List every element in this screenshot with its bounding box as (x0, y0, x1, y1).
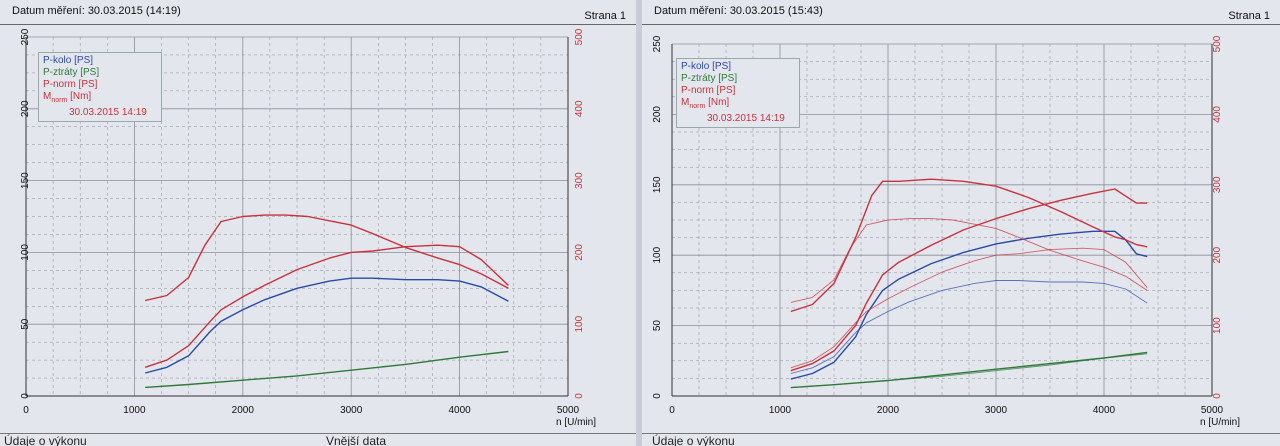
date-label: Datum měření: (12, 5, 85, 17)
x-tick-label: 0 (669, 405, 675, 416)
y-tick-label-left: 50 (20, 318, 31, 330)
dyno-sheet-left: Datum měření: 30.03.2015 (14:19) Strana … (0, 0, 636, 446)
x-axis-label: n [U/min] (556, 417, 596, 428)
legend-m-norm-sub: norm (689, 103, 706, 110)
legend-m-norm-unit: [Nm] (67, 91, 92, 102)
y-tick-label-left: 150 (20, 172, 31, 189)
y-tick-label-left: 250 (20, 28, 31, 45)
y-tick-label-left: 100 (652, 246, 663, 263)
legend-m-norm-unit: [Nm] (705, 97, 730, 108)
legend-p-ztraty: P-ztráty [PS] (681, 73, 738, 84)
legend-p-norm: P-norm [PS] (681, 85, 736, 96)
y-tick-label-right: 500 (574, 28, 585, 45)
y-tick-label-left: 100 (20, 244, 31, 261)
chart-legend: P-kolo [PS] P-ztráty [PS] P-norm [PS] Mn… (676, 58, 800, 128)
footer-mid: Vnější data (326, 434, 387, 446)
x-tick-label: 3000 (340, 405, 363, 416)
y-tick-label-left: 0 (652, 393, 663, 399)
page-number: Strana 1 (1228, 10, 1270, 22)
x-tick-label: 0 (23, 405, 29, 416)
legend-m-norm-main: M (43, 91, 52, 102)
sheet-footer: Údaje o výkonu Vnější data (0, 433, 636, 446)
y-tick-label-left: 200 (652, 106, 663, 123)
measurement-date: Datum měření: 30.03.2015 (14:19) (12, 5, 181, 17)
series-line (145, 350, 509, 389)
y-tick-label-left: 250 (652, 35, 663, 52)
date-label: Datum měření: (654, 5, 727, 17)
series-line (145, 277, 509, 374)
legend-p-kolo: P-kolo [PS] (43, 55, 94, 66)
series-line (790, 247, 1148, 369)
y-tick-label-right: 400 (1212, 106, 1223, 123)
dyno-sheet-right: Datum měření: 30.03.2015 (15:43) Strana … (642, 0, 1280, 446)
x-tick-label: 4000 (448, 405, 471, 416)
x-axis-label: n [U/min] (1200, 417, 1240, 428)
sheet-header: Datum měření: 30.03.2015 (14:19) Strana … (0, 0, 636, 25)
y-tick-label-right: 0 (574, 393, 585, 399)
y-tick-label-right: 100 (574, 315, 585, 332)
date-value: 30.03.2015 (15:43) (729, 5, 823, 17)
sheet-footer: Údaje o výkonu (642, 433, 1280, 446)
y-tick-label-left: 0 (20, 393, 31, 399)
chart-legend: P-kolo [PS] P-ztráty [PS] P-norm [PS] Mn… (38, 52, 162, 122)
legend-date: 30.03.2015 14:19 (707, 113, 785, 124)
legend-date: 30.03.2015 14:19 (69, 107, 147, 118)
series-line (144, 244, 509, 368)
y-tick-label-left: 50 (652, 320, 663, 332)
y-tick-label-right: 100 (1212, 317, 1223, 334)
y-tick-label-right: 0 (1212, 393, 1223, 399)
sheet-header: Datum měření: 30.03.2015 (15:43) Strana … (642, 0, 1280, 25)
series-line (790, 280, 1148, 374)
legend-m-norm: Mnorm [Nm] (681, 97, 795, 113)
y-tick-label-right: 200 (1212, 246, 1223, 263)
x-tick-label: 2000 (877, 405, 900, 416)
x-tick-label: 2000 (232, 405, 255, 416)
y-tick-label-right: 500 (1212, 35, 1223, 52)
y-tick-label-left: 150 (652, 176, 663, 193)
series-line (145, 214, 509, 302)
x-tick-label: 5000 (1201, 405, 1224, 416)
y-tick-label-right: 300 (574, 172, 585, 189)
y-tick-label-right: 200 (574, 244, 585, 261)
footer-left: Údaje o výkonu (4, 434, 87, 446)
series-line (790, 188, 1148, 372)
y-tick-label-right: 300 (1212, 176, 1223, 193)
x-tick-label: 1000 (123, 405, 146, 416)
legend-m-norm-sub: norm (51, 97, 68, 104)
legend-p-norm: P-norm [PS] (43, 79, 98, 90)
x-tick-label: 3000 (985, 405, 1008, 416)
y-tick-label-left: 200 (20, 100, 31, 117)
x-tick-label: 5000 (557, 405, 580, 416)
x-tick-label: 4000 (1093, 405, 1116, 416)
x-tick-label: 1000 (769, 405, 792, 416)
legend-p-ztraty: P-ztráty [PS] (43, 67, 100, 78)
series-line (790, 218, 1148, 303)
series-line (790, 353, 1148, 389)
y-tick-label-right: 400 (574, 100, 585, 117)
legend-m-norm: Mnorm [Nm] (43, 91, 157, 107)
date-value: 30.03.2015 (14:19) (87, 5, 181, 17)
series-line (790, 178, 1148, 313)
series-line (790, 230, 1148, 380)
legend-m-norm-main: M (681, 97, 690, 108)
footer-left: Údaje o výkonu (652, 434, 735, 446)
legend-p-kolo: P-kolo [PS] (681, 61, 732, 72)
measurement-date: Datum měření: 30.03.2015 (15:43) (654, 5, 823, 17)
page-number: Strana 1 (584, 10, 626, 22)
